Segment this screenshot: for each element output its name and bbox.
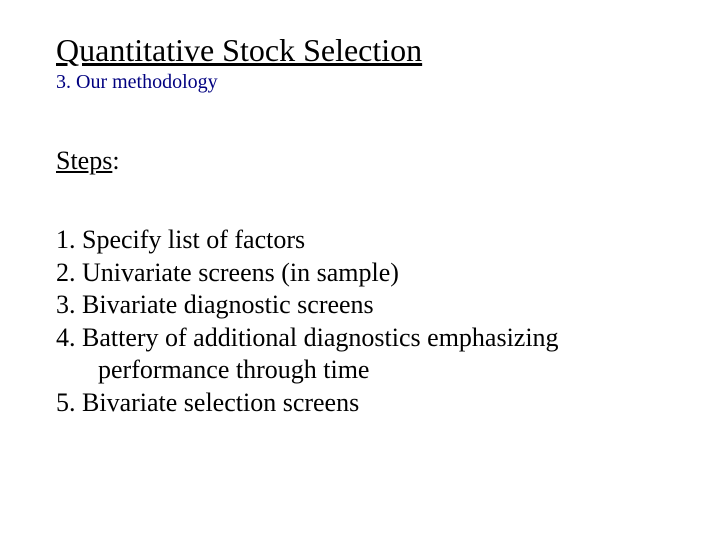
list-item: 2. Univariate screens (in sample) <box>56 257 664 290</box>
steps-heading: Steps: <box>56 146 664 176</box>
steps-colon: : <box>112 146 119 175</box>
list-item-continuation: performance through time <box>56 354 664 387</box>
slide-subtitle: 3. Our methodology <box>56 71 664 94</box>
steps-label: Steps <box>56 146 112 175</box>
slide-title: Quantitative Stock Selection <box>56 32 664 69</box>
list-item-text: 4. Battery of additional diagnostics emp… <box>56 323 559 352</box>
list-item: 3. Bivariate diagnostic screens <box>56 289 664 322</box>
list-item: 1. Specify list of factors <box>56 224 664 257</box>
list-item: 5. Bivariate selection screens <box>56 387 664 420</box>
steps-list: 1. Specify list of factors 2. Univariate… <box>56 224 664 419</box>
list-item: 4. Battery of additional diagnostics emp… <box>56 322 664 387</box>
